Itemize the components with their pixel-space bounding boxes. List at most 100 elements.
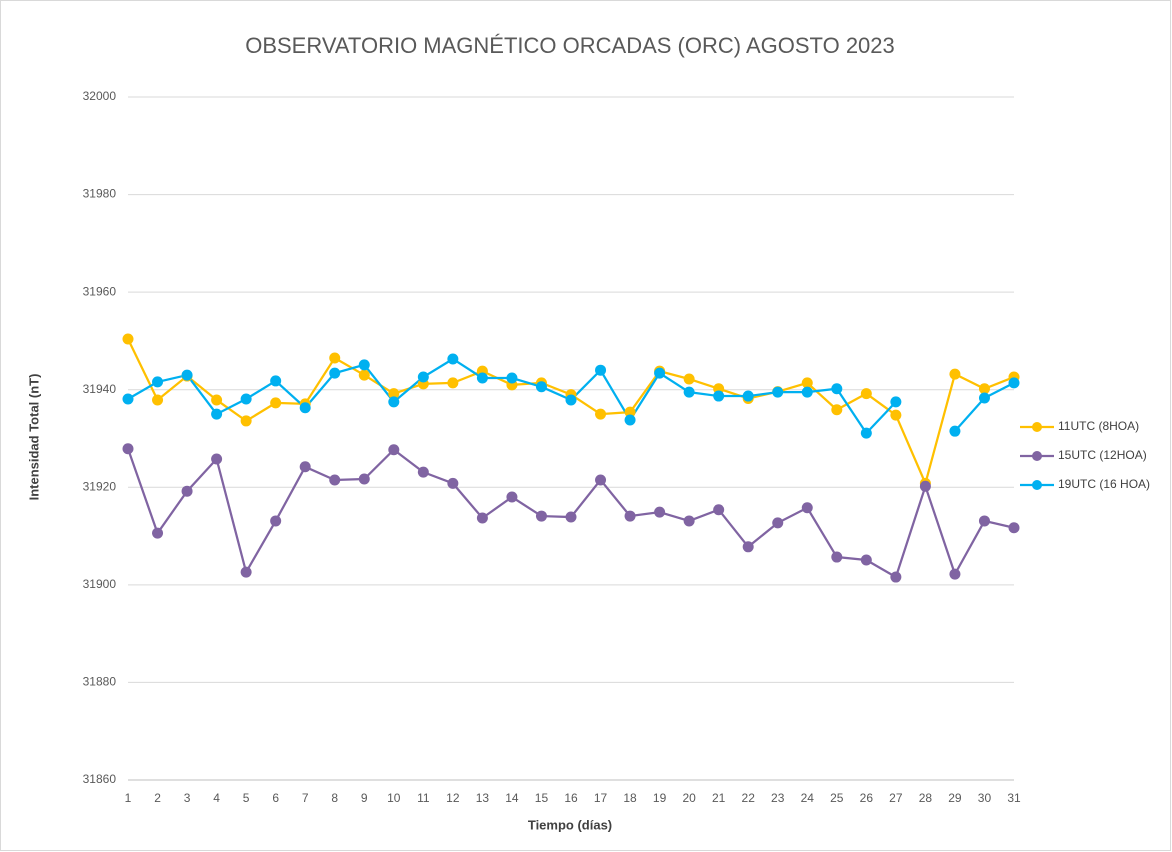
x-tick-label: 22 [742,791,756,805]
x-tick-label: 30 [978,791,992,805]
x-tick-label: 7 [302,791,309,805]
data-point [447,353,459,365]
y-axis-title: Intensidad Total (nT) [26,374,41,501]
x-tick-label: 11 [417,791,430,805]
x-tick-label: 28 [919,791,933,805]
x-tick-label: 27 [889,791,903,805]
data-point [860,388,872,400]
data-point [624,406,636,418]
data-point [1008,522,1020,534]
y-tick-label: 31940 [83,382,117,396]
data-point [624,510,636,522]
data-point [683,373,695,385]
data-point [949,368,961,380]
data-point [152,527,164,539]
x-tick-label: 10 [387,791,401,805]
y-tick-label: 31860 [83,772,117,786]
x-tick-label: 13 [476,791,490,805]
data-point [447,377,459,389]
data-point [388,388,400,400]
data-point [211,394,223,406]
data-point [476,512,488,524]
data-point [535,510,547,522]
data-point [122,393,134,405]
data-point [152,376,164,388]
legend-text: 19UTC (16 HOA) [1058,477,1150,491]
data-point [801,377,813,389]
data-point [358,473,370,485]
x-tick-label: 5 [243,791,250,805]
data-point [713,390,725,402]
x-axis-title: Tiempo (días) [528,817,612,832]
data-point [890,396,902,408]
data-point [595,364,607,376]
x-tick-label: 29 [948,791,962,805]
legend-marker [1032,480,1042,490]
data-point [595,408,607,420]
data-point [683,515,695,527]
data-point [801,386,813,398]
data-point [329,352,341,364]
data-point [181,485,193,497]
x-tick-label: 31 [1007,791,1021,805]
data-point [890,409,902,421]
data-point [388,396,400,408]
x-tick-label: 15 [535,791,549,805]
data-point [240,415,252,427]
data-point [831,383,843,395]
x-tick-label: 14 [505,791,519,805]
data-point [949,425,961,437]
data-point [565,394,577,406]
data-point [949,568,961,580]
x-tick-label: 24 [801,791,815,805]
y-tick-label: 31960 [83,284,117,298]
data-point [417,371,429,383]
y-tick-label: 31900 [83,577,117,591]
legend-text: 15UTC (12HOA) [1058,448,1147,462]
data-point [476,372,488,384]
data-point [919,480,931,492]
data-point [152,394,164,406]
data-point [506,491,518,503]
x-tick-label: 6 [272,791,279,805]
data-point [270,397,282,409]
data-point [978,392,990,404]
data-point [211,453,223,465]
data-point [565,511,577,523]
data-point [713,504,725,516]
x-tick-label: 16 [564,791,578,805]
data-point [742,541,754,553]
x-tick-label: 25 [830,791,844,805]
data-point [447,477,459,489]
legend-text: 11UTC (8HOA) [1058,419,1139,433]
data-point [240,566,252,578]
data-point [595,474,607,486]
data-point [270,375,282,387]
data-point [211,408,223,420]
x-tick-label: 21 [712,791,726,805]
y-tick-label: 32000 [83,89,117,103]
chart-title: OBSERVATORIO MAGNÉTICO ORCADAS (ORC) AGO… [245,33,895,58]
data-point [122,443,134,455]
y-tick-label: 31980 [83,187,117,201]
x-tick-label: 1 [125,791,132,805]
data-point [831,551,843,563]
data-point [181,369,193,381]
data-point [358,359,370,371]
data-point [417,466,429,478]
x-tick-label: 26 [860,791,874,805]
x-tick-label: 8 [331,791,338,805]
legend-marker [1032,422,1042,432]
data-point [772,386,784,398]
data-point [683,386,695,398]
data-point [860,554,872,566]
data-point [270,515,282,527]
data-point [358,369,370,381]
data-point [624,414,636,426]
data-point [772,517,784,529]
x-tick-label: 3 [184,791,191,805]
x-tick-label: 17 [594,791,608,805]
data-point [654,367,666,379]
data-point [860,427,872,439]
